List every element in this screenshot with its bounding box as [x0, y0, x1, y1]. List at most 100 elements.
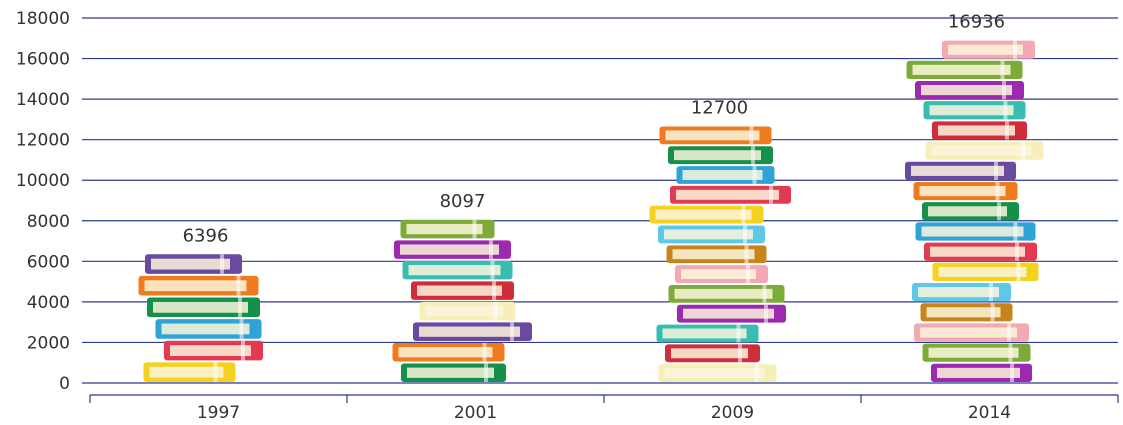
book-pages: [931, 145, 1032, 156]
book-pages: [921, 226, 1024, 237]
book: [401, 363, 506, 382]
book-pages: [170, 345, 251, 356]
book-pages: [938, 266, 1027, 277]
data-label: 8097: [440, 191, 486, 212]
y-tick-label: 10000: [16, 171, 70, 191]
book: [402, 260, 513, 280]
book-spine-stripe: [1013, 40, 1017, 59]
book: [394, 240, 511, 259]
book-spine-stripe: [764, 304, 768, 323]
book-pages: [921, 85, 1012, 96]
book-pages: [674, 150, 761, 161]
book-spine-stripe: [1015, 242, 1019, 261]
x-tick-label: 2001: [454, 403, 497, 423]
book-pages: [928, 347, 1019, 358]
book: [419, 301, 516, 321]
book: [922, 343, 1031, 362]
book-pages: [161, 323, 250, 335]
book-pages: [674, 288, 773, 299]
x-tick-label: 1997: [197, 403, 240, 423]
book-spine-stripe: [995, 181, 1000, 201]
book-spine-stripe: [1003, 101, 1008, 120]
book-spine-stripe: [1008, 343, 1013, 362]
book-spine-stripe: [990, 303, 995, 322]
book-spine-stripe: [484, 363, 488, 382]
book: [913, 181, 1018, 201]
book: [666, 245, 767, 264]
book: [924, 242, 1037, 261]
book-pages: [930, 246, 1025, 257]
book-pages: [149, 366, 224, 378]
x-tick-label: 2009: [711, 403, 754, 423]
book-spine-stripe: [472, 219, 477, 239]
book-pages: [919, 186, 1006, 197]
book: [413, 322, 532, 341]
data-label: 12700: [691, 97, 748, 118]
book-pages: [918, 287, 999, 298]
bar-2014: 16936: [905, 12, 1044, 382]
book: [920, 303, 1013, 322]
book: [676, 166, 775, 184]
y-tick-label: 18000: [16, 9, 70, 29]
x-tick-label: 2014: [968, 403, 1011, 423]
book-pages: [425, 306, 504, 317]
book-pages: [417, 285, 502, 296]
book-spine-stripe: [994, 161, 998, 180]
book-spine-stripe: [220, 254, 224, 274]
bar-2001: 8097: [392, 191, 532, 382]
book-spine-stripe: [769, 185, 773, 204]
book: [656, 324, 759, 343]
book: [668, 284, 785, 303]
book-pages: [929, 105, 1014, 116]
book-pages: [911, 165, 1004, 176]
book: [392, 342, 505, 362]
book-spine-stripe: [1002, 80, 1006, 100]
book-pages: [937, 367, 1020, 378]
y-tick-label: 8000: [27, 212, 70, 232]
book-pages: [683, 308, 774, 319]
book-spine-stripe: [241, 340, 245, 361]
book-spine-stripe: [746, 265, 750, 283]
book-pages: [406, 223, 483, 235]
book-spine-stripe: [1010, 363, 1014, 382]
book-pages: [419, 326, 520, 337]
book: [915, 80, 1024, 100]
book: [400, 219, 495, 239]
book: [905, 161, 1016, 180]
book-spine-stripe: [236, 275, 241, 296]
book-pages: [662, 328, 747, 339]
book: [923, 101, 1026, 120]
book-pages: [928, 206, 1007, 217]
y-tick-label: 14000: [16, 90, 70, 110]
y-tick-label: 0: [59, 374, 70, 394]
book-pages: [408, 264, 501, 276]
book-pages: [671, 348, 748, 359]
book: [649, 205, 764, 224]
book-pages: [665, 130, 760, 141]
book-pages: [938, 125, 1015, 136]
book-spine-stripe: [213, 362, 218, 382]
book: [931, 363, 1032, 382]
book-pages: [400, 244, 499, 255]
bar-1997: 6396: [138, 225, 263, 382]
book: [912, 282, 1011, 302]
book: [925, 141, 1044, 160]
book-spine-stripe: [1007, 323, 1011, 342]
y-tick-label: 6000: [27, 252, 70, 272]
book-pages: [948, 44, 1023, 55]
y-tick-label: 12000: [16, 131, 70, 151]
book-spine-stripe: [762, 284, 767, 303]
book: [145, 254, 242, 274]
book-pages: [676, 189, 779, 200]
book-pages: [682, 170, 763, 180]
book-spine-stripe: [489, 240, 493, 259]
book-spine-stripe: [1016, 262, 1021, 281]
book-pages: [664, 229, 753, 240]
book: [677, 304, 786, 323]
book: [665, 344, 760, 363]
book-pages: [912, 64, 1011, 75]
data-label: 6396: [183, 225, 229, 246]
y-axis-ticks: 0 2000 4000 6000 8000 10000 12000 14000 16000 180…: [16, 9, 70, 394]
book: [668, 146, 773, 165]
